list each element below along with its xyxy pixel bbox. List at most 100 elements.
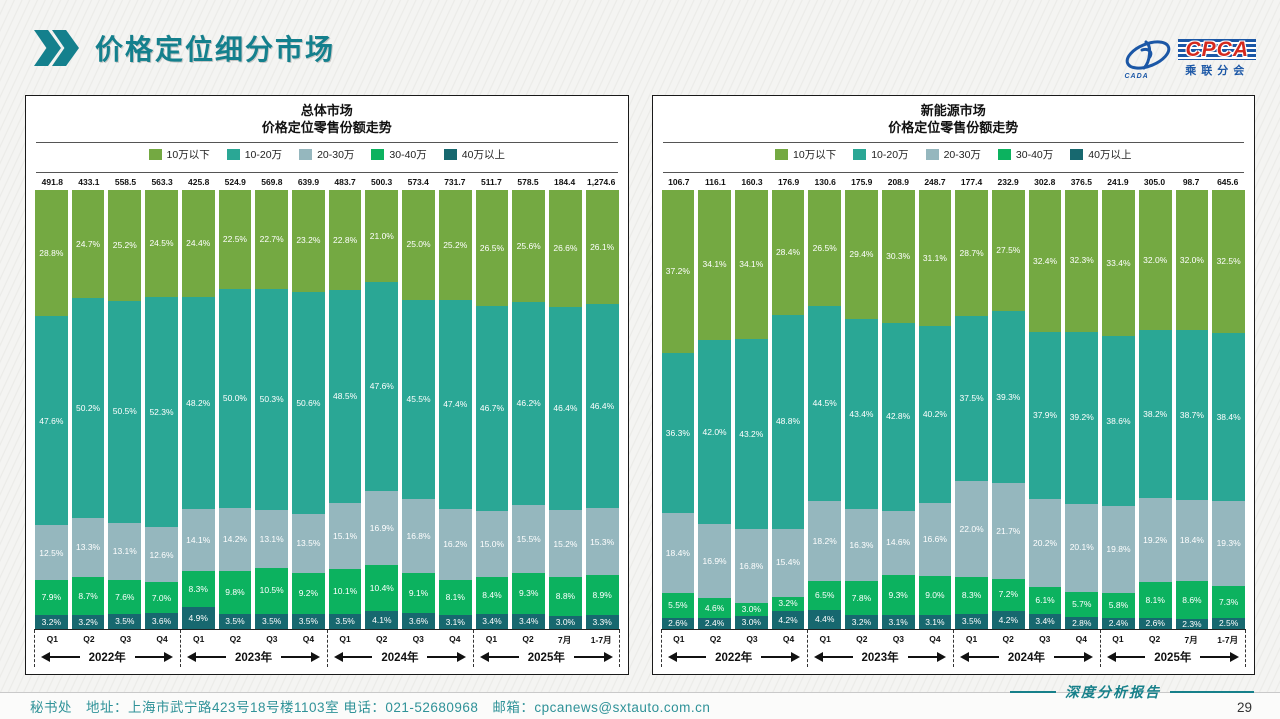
bar-total-label: 578.5 [517, 176, 539, 187]
bar-segment: 38.2% [1138, 330, 1172, 498]
bar-segment: 7.2% [991, 578, 1025, 611]
bar-segment: 26.5% [475, 189, 509, 307]
bar-column: 29.4% 43.4% 16.3% 7.8% 3.2% [845, 189, 878, 629]
year-label: 2025年 [527, 652, 565, 664]
legend-item: 10-20万 [853, 147, 909, 162]
bar-total-label: 98.7 [1182, 176, 1200, 187]
bar-segment: 25.2% [108, 189, 142, 301]
bar-total-label: 241.9 [1107, 176, 1129, 187]
quarter-label: 7月 [557, 635, 572, 645]
bar-segment: 2.6% [1138, 617, 1172, 629]
bar-segment: 14.6% [881, 510, 915, 575]
cpca-acronym: CPCA [1185, 37, 1249, 61]
bar-segment: 9.1% [402, 573, 435, 614]
bar-segment: 26.6% [549, 189, 582, 307]
bar-segment: 46.2% [512, 302, 546, 506]
year-label: 2024年 [1007, 652, 1045, 664]
bar-segment: 43.2% [734, 339, 768, 529]
year-labels: 2022年 2023年 2024年 2025年 [661, 646, 1247, 668]
legend-item: 10-20万 [226, 147, 282, 162]
bar-column: 32.3% 39.2% 20.1% 5.7% 2.8% [1065, 189, 1099, 629]
bar-segment: 22.7% [255, 189, 289, 290]
arrow-left-icon [1106, 652, 1116, 662]
bar-segment: 52.3% [145, 297, 178, 528]
bar-segment: 8.1% [1138, 582, 1172, 618]
bar-segment: 3.5% [955, 613, 988, 629]
bar-segment: 24.5% [145, 189, 178, 298]
dashed-separator [806, 630, 808, 667]
bar-segment: 37.2% [661, 189, 695, 354]
report-type-tag: 深度分析报告 [1010, 682, 1254, 702]
year-group: 2023年 [807, 649, 953, 665]
bar-segment: 28.4% [771, 189, 805, 315]
legend-label: 10万以下 [166, 149, 210, 162]
bar-column: 27.5% 39.3% 21.7% 7.2% 4.2% [991, 189, 1025, 629]
bar-column: 25.6% 46.2% 15.5% 9.3% 3.4% [512, 189, 546, 629]
bar-total-label: 563.3 [151, 176, 173, 187]
bar-segment: 32.0% [1138, 189, 1172, 331]
cada-swoosh-icon: CADA [1122, 36, 1174, 80]
bar-segment: 9.0% [918, 575, 952, 616]
bar-segment: 40.2% [918, 326, 952, 503]
totals-row: 106.7 116.1 160.3 176.9 130.6 175.9 208.9 248.7… [661, 173, 1247, 190]
bar-segment: 18.4% [1175, 500, 1209, 582]
legend-label: 10-20万 [871, 149, 909, 162]
legend-item: 20-30万 [925, 147, 981, 162]
double-chevron-icon [34, 30, 79, 66]
arrow-line [50, 656, 80, 658]
bar-total-label: 1,274.6 [587, 176, 616, 187]
bar-segment: 47.6% [365, 282, 399, 492]
bar-segment: 2.6% [661, 617, 695, 629]
bar-total-label: 511.7 [481, 176, 502, 187]
bar-total-label: 175.9 [851, 176, 873, 187]
bar-total-label: 232.9 [997, 176, 1019, 187]
bar-total-label: 483.7 [334, 176, 356, 187]
arrow-line [969, 656, 999, 658]
bar-segment: 28.8% [35, 189, 68, 317]
bar-column: 24.4% 48.2% 14.1% 8.3% 4.9% [181, 189, 215, 629]
legend-label: 10万以下 [793, 149, 837, 162]
bar-segment: 43.4% [845, 318, 878, 510]
bar-segment: 5.8% [1102, 592, 1135, 619]
bar-total-label: 433.1 [78, 176, 100, 187]
chart-title: 新能源市场 价格定位零售份额走势 [661, 103, 1247, 137]
bar-segment: 3.5% [328, 613, 362, 629]
bar-segment: 38.7% [1175, 330, 1209, 501]
dashed-separator [473, 630, 475, 667]
bar-total-label: 500.3 [371, 176, 393, 187]
bar-column: 22.7% 50.3% 13.1% 10.5% 3.5% [255, 189, 289, 630]
bar-total-label: 176.9 [777, 176, 800, 187]
bar-segment: 3.1% [918, 615, 952, 629]
quarter-label: Q2 [1148, 634, 1161, 644]
bar-column: 24.7% 50.2% 13.3% 8.7% 3.2% [71, 189, 105, 629]
tag-line [1170, 691, 1254, 693]
legend-item: 40万以上 [443, 147, 505, 162]
bar-column: 28.4% 48.8% 15.4% 3.2% 4.2% [771, 189, 805, 630]
bar-segment: 10.5% [255, 567, 289, 614]
chart-title-line1: 新能源市场 [920, 103, 986, 118]
bar-segment: 7.6% [108, 580, 142, 614]
arrow-left-icon [333, 652, 343, 662]
bar-segment: 25.0% [402, 189, 435, 300]
bar-column: 23.2% 50.6% 13.5% 9.2% 3.5% [292, 189, 325, 630]
bar-segment: 47.4% [438, 300, 472, 509]
arrow-line [1115, 656, 1146, 658]
bar-segment: 47.6% [35, 316, 68, 526]
bar-segment: 25.6% [512, 189, 546, 303]
legend-item: 30-40万 [371, 147, 427, 162]
arrow-line [134, 656, 165, 658]
legend-label: 20-30万 [943, 149, 981, 162]
bar-segment: 42.0% [698, 339, 731, 525]
bar-segment: 19.3% [1212, 501, 1245, 586]
quarter-labels: Q1 Q2 Q3 Q4 Q1 Q2 Q3 Q4 Q1 Q2 Q3 Q4 Q1 Q2 7月 1-7月 [661, 630, 1247, 646]
quarter-label: Q4 [449, 634, 461, 644]
chart-panel-overall-market: 总体市场 价格定位零售份额走势 10万以下 10-20万 20-30万 30-40万 4… [25, 95, 629, 675]
bar-total-label: 248.7 [924, 176, 946, 187]
bar-segment: 34.1% [734, 189, 768, 340]
bar-segment: 25.2% [438, 189, 472, 301]
bar-segment: 3.0% [734, 602, 768, 616]
quarter-label: Q4 [929, 634, 941, 644]
quarter-label: Q2 [709, 634, 722, 644]
bar-segment: 7.3% [1212, 585, 1245, 619]
bar-segment: 32.0% [1175, 189, 1209, 331]
